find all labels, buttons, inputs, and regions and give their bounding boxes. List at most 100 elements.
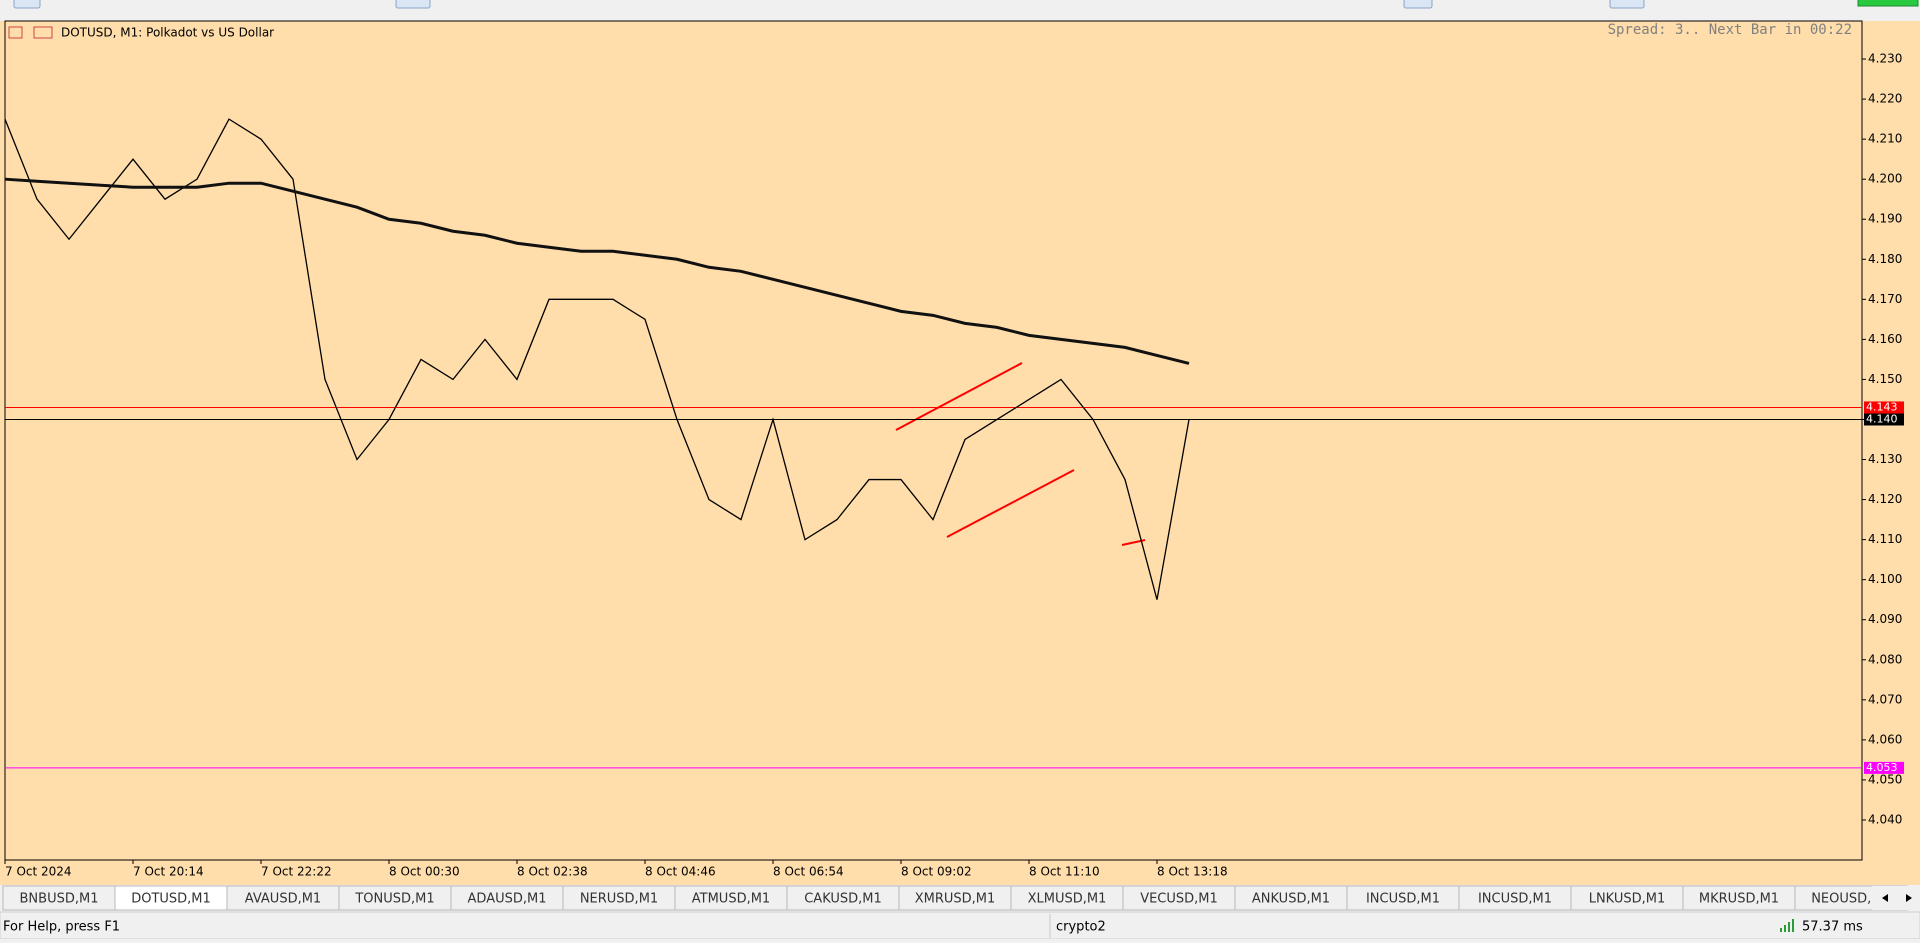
tab-label[interactable]: NERUSD,M1 [580, 892, 658, 907]
y-tick-label: 4.130 [1868, 452, 1902, 466]
tab-label[interactable]: VECUSD,M1 [1140, 892, 1218, 907]
tab-box[interactable] [2, 885, 116, 911]
y-tick-label: 4.040 [1868, 812, 1902, 826]
level-label: 4.143 [1866, 400, 1898, 413]
tab-label[interactable]: XMRUSD,M1 [915, 892, 996, 907]
y-tick-label: 4.120 [1868, 492, 1902, 506]
tab: DOTUSD,M1 [114, 885, 228, 911]
tab-label[interactable]: INCUSD,M1 [1478, 892, 1552, 907]
tab-label[interactable]: BNBUSD,M1 [20, 892, 99, 907]
tool-button[interactable] [1609, 0, 1645, 9]
tab-label[interactable]: ANKUSD,M1 [1252, 892, 1330, 907]
tab-label[interactable]: TONUSD,M1 [354, 892, 434, 907]
x-tick-label: 8 Oct 09:02 [901, 865, 972, 879]
x-tick-label: 8 Oct 13:18 [1157, 865, 1228, 879]
toolbar-icons [13, 0, 1919, 9]
tool-button[interactable] [1403, 0, 1433, 9]
tab-box[interactable] [674, 885, 788, 911]
tab: INCUSD,M1 [1346, 885, 1460, 911]
y-tick-label: 4.200 [1868, 172, 1902, 186]
tab-label[interactable]: NEOUSD,M1 [1811, 892, 1891, 907]
y-tick-label: 4.190 [1868, 212, 1902, 226]
tab-box[interactable] [1570, 885, 1684, 911]
trend-line [946, 469, 1075, 538]
y-tick-label: 4.220 [1868, 92, 1902, 106]
tab-box[interactable] [1346, 885, 1460, 911]
tab-label[interactable]: ADAUSD,M1 [468, 892, 547, 907]
signal-icon [1780, 919, 1794, 932]
tab-box[interactable] [562, 885, 676, 911]
tab-label[interactable]: XLMUSD,M1 [1028, 892, 1107, 907]
x-tick-label: 8 Oct 06:54 [773, 865, 844, 879]
tab-label[interactable]: CAKUSD,M1 [804, 892, 882, 907]
tool-button[interactable] [13, 0, 41, 9]
tab-box[interactable] [450, 885, 564, 911]
tab-box[interactable] [1682, 885, 1796, 911]
y-tick-label: 4.080 [1868, 652, 1902, 666]
tab: ADAUSD,M1 [450, 885, 564, 911]
level-label-box [1864, 761, 1904, 774]
tab: XMRUSD,M1 [898, 885, 1012, 911]
tab: XLMUSD,M1 [1010, 885, 1124, 911]
tab-label[interactable]: INCUSD,M1 [1366, 892, 1440, 907]
tab: CAKUSD,M1 [786, 885, 900, 911]
y-tick-label: 4.170 [1868, 292, 1902, 306]
x-tick-label: 8 Oct 04:46 [645, 865, 716, 879]
x-tick-label: 8 Oct 02:38 [517, 865, 588, 879]
tab: NERUSD,M1 [562, 885, 676, 911]
tab-box[interactable] [898, 885, 1012, 911]
tab-box[interactable] [786, 885, 900, 911]
timeframe-button[interactable] [395, 0, 431, 9]
status-profile: crypto2 [1056, 920, 1106, 935]
tab-scroll [1872, 886, 1920, 910]
x-tick-label: 7 Oct 20:14 [133, 865, 204, 879]
tab: MKRUSD,M1 [1682, 885, 1796, 911]
plot-frame [4, 20, 1863, 861]
tab-box[interactable] [114, 885, 228, 911]
tab: TONUSD,M1 [338, 885, 452, 911]
tab: AVAUSD,M1 [226, 885, 340, 911]
tab-box[interactable] [226, 885, 340, 911]
y-tick-label: 4.060 [1868, 732, 1902, 746]
tab-scroll-right[interactable] [1906, 894, 1912, 902]
status-help: For Help, press F1 [3, 920, 120, 935]
tab-label[interactable]: DOTUSD,M1 [131, 892, 211, 907]
level-label-box [1864, 413, 1904, 426]
tab: ANKUSD,M1 [1234, 885, 1348, 911]
y-tick-label: 4.160 [1868, 332, 1902, 346]
tab-scroll-left[interactable] [1882, 894, 1888, 902]
y-tick-label: 4.050 [1868, 772, 1902, 786]
y-tick-label: 4.210 [1868, 132, 1902, 146]
toolbar [0, 0, 1920, 21]
y-tick-label: 4.090 [1868, 612, 1902, 626]
y-tick-label: 4.100 [1868, 572, 1902, 586]
tab-box[interactable] [338, 885, 452, 911]
tab-box[interactable] [1234, 885, 1348, 911]
chart-icon [8, 26, 23, 39]
tab: VECUSD,M1 [1122, 885, 1236, 911]
price-line [4, 118, 1190, 600]
tab-label[interactable]: LNKUSD,M1 [1589, 892, 1666, 907]
tab: BNBUSD,M1 [2, 885, 116, 911]
tab-box[interactable] [1010, 885, 1124, 911]
tab-box[interactable] [1122, 885, 1236, 911]
status-bar [0, 911, 1920, 940]
chart-icon [33, 26, 53, 39]
y-tick-label: 4.230 [1868, 52, 1902, 66]
x-tick-label: 8 Oct 11:10 [1029, 865, 1100, 879]
level-label-box [1864, 401, 1904, 414]
connection-indicator [1857, 0, 1919, 7]
chart-symbol: DOTUSD, M1: Polkadot vs US Dollar [61, 26, 274, 40]
trend-line [895, 362, 1023, 431]
tab: INCUSD,M1 [1458, 885, 1572, 911]
tab-label[interactable]: ATMUSD,M1 [692, 892, 770, 907]
level-label: 4.140 [1866, 412, 1898, 425]
price-line [4, 177, 1190, 365]
tab-label[interactable]: MKRUSD,M1 [1699, 892, 1779, 907]
y-tick-label: 4.070 [1868, 692, 1902, 706]
chart-info: Spread: 3.. Next Bar in 00:22 [1608, 22, 1852, 38]
tab-label[interactable]: AVAUSD,M1 [245, 892, 321, 907]
level-label: 4.053 [1866, 761, 1898, 774]
x-tick-label: 7 Oct 2024 [5, 865, 72, 879]
